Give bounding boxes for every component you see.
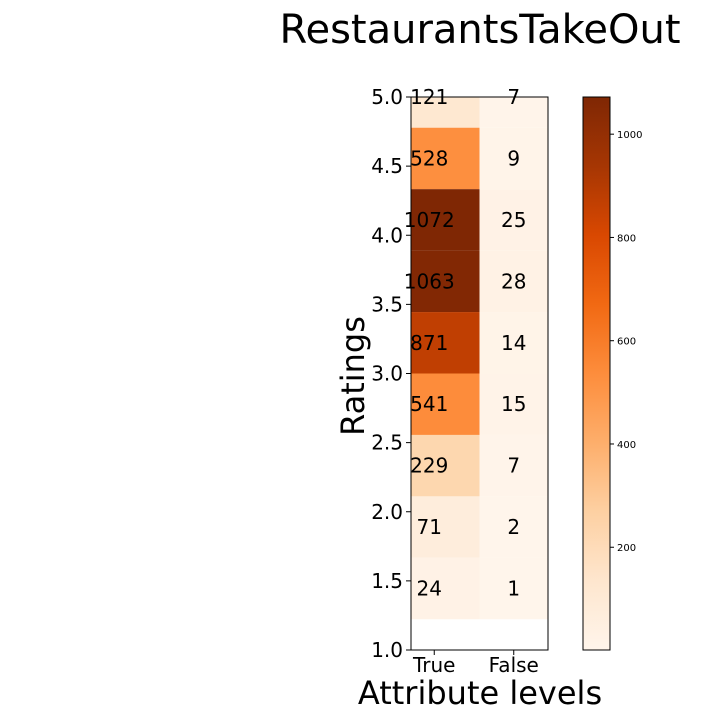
heatmap-cell <box>411 496 480 558</box>
colorbar-tick-label: 1000 <box>617 130 642 141</box>
heatmap-cell <box>411 373 480 435</box>
x-axis-ticks: True False <box>412 650 539 677</box>
cell-value-label: 541 <box>410 392 448 416</box>
heatmap-cell <box>411 312 480 374</box>
colorbar-tick-label: 200 <box>617 543 636 554</box>
chart-title: RestaurantsTakeOut <box>279 7 680 53</box>
heatmap-cell <box>479 312 548 374</box>
heatmap-cell <box>479 434 548 497</box>
colorbar <box>582 96 611 651</box>
heatmap-cell <box>411 189 480 251</box>
cell-value-label: 1072 <box>404 208 455 232</box>
heatmap-cell <box>479 557 548 620</box>
cell-value-label: 7 <box>507 454 520 478</box>
heatmap-cell <box>479 250 548 313</box>
y-tick-label: 2.0 <box>371 500 403 524</box>
y-tick-label: 2.5 <box>371 431 403 455</box>
heatmap-cells <box>411 97 548 620</box>
cell-value-label: 9 <box>507 146 520 170</box>
colorbar-tick-label: 600 <box>617 337 636 348</box>
y-tick-label: 1.5 <box>371 569 403 593</box>
heatmap-cell <box>411 97 480 128</box>
heatmap-cell <box>479 127 548 190</box>
y-tick-label: 5.0 <box>371 85 403 109</box>
cell-value-label: 528 <box>410 146 448 170</box>
heatmap-cell <box>411 250 480 313</box>
colorbar-ticks: 200 400 600 800 1000 <box>610 130 642 554</box>
y-tick-label: 1.0 <box>371 638 403 662</box>
y-axis-label: Ratings <box>334 316 372 436</box>
x-tick-label: True <box>412 653 455 677</box>
cell-value-label: 25 <box>501 208 526 232</box>
cell-value-label: 24 <box>417 577 442 601</box>
y-tick-label: 4.5 <box>371 154 403 178</box>
heatmap-cell <box>411 127 480 190</box>
cell-value-label: 871 <box>410 331 448 355</box>
cell-value-label: 1063 <box>404 269 455 293</box>
y-tick-label: 3.0 <box>371 362 403 386</box>
x-tick-label: False <box>489 653 539 677</box>
heatmap-cell <box>479 97 548 128</box>
heatmap-cell <box>479 373 548 435</box>
cell-value-label: 14 <box>501 331 526 355</box>
y-tick-label: 3.5 <box>371 292 403 316</box>
cell-value-label: 229 <box>410 454 448 478</box>
y-tick-label: 4.0 <box>371 223 403 247</box>
heatmap-cell <box>411 434 480 497</box>
cell-value-label: 1 <box>507 577 520 601</box>
x-axis-label: Attribute levels <box>358 674 602 712</box>
colorbar-tick-label: 400 <box>617 440 636 451</box>
heatmap-cell <box>411 557 480 620</box>
heatmap-cell <box>479 496 548 558</box>
heatmap-cell <box>479 189 548 251</box>
y-axis-ticks: 1.0 1.5 2.0 2.5 3.0 3.5 4.0 4.5 5.0 <box>371 85 411 662</box>
colorbar-tick-label: 800 <box>617 233 636 244</box>
cell-value-label: 15 <box>501 392 526 416</box>
cell-value-label: 2 <box>507 515 520 539</box>
cell-value-label: 71 <box>417 515 442 539</box>
cell-value-label: 28 <box>501 269 526 293</box>
